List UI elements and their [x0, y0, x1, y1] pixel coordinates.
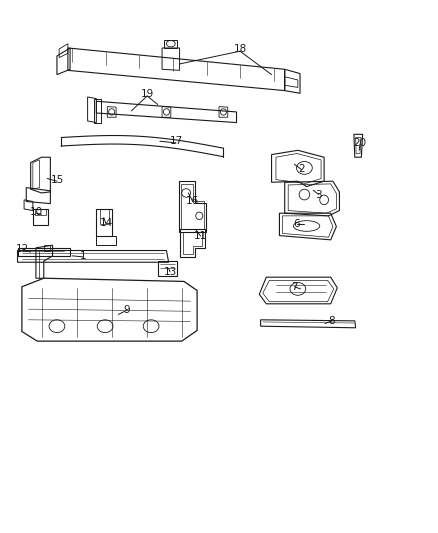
Text: 18: 18 [233, 44, 247, 54]
Text: 8: 8 [328, 316, 336, 326]
Text: 16: 16 [186, 197, 199, 206]
Text: 6: 6 [293, 219, 300, 229]
Text: 2: 2 [298, 165, 305, 174]
Text: 7: 7 [291, 282, 298, 292]
Text: 9: 9 [124, 305, 131, 315]
Text: 11: 11 [194, 231, 207, 241]
Text: 12: 12 [16, 244, 29, 254]
Text: 13: 13 [163, 267, 177, 277]
Text: 3: 3 [315, 190, 322, 199]
Text: 10: 10 [29, 207, 42, 217]
Text: 17: 17 [170, 136, 183, 146]
Text: 19: 19 [141, 90, 154, 99]
Text: 14: 14 [99, 218, 113, 228]
Text: 20: 20 [353, 138, 367, 148]
Text: 1: 1 [80, 252, 87, 261]
Text: 15: 15 [50, 175, 64, 185]
